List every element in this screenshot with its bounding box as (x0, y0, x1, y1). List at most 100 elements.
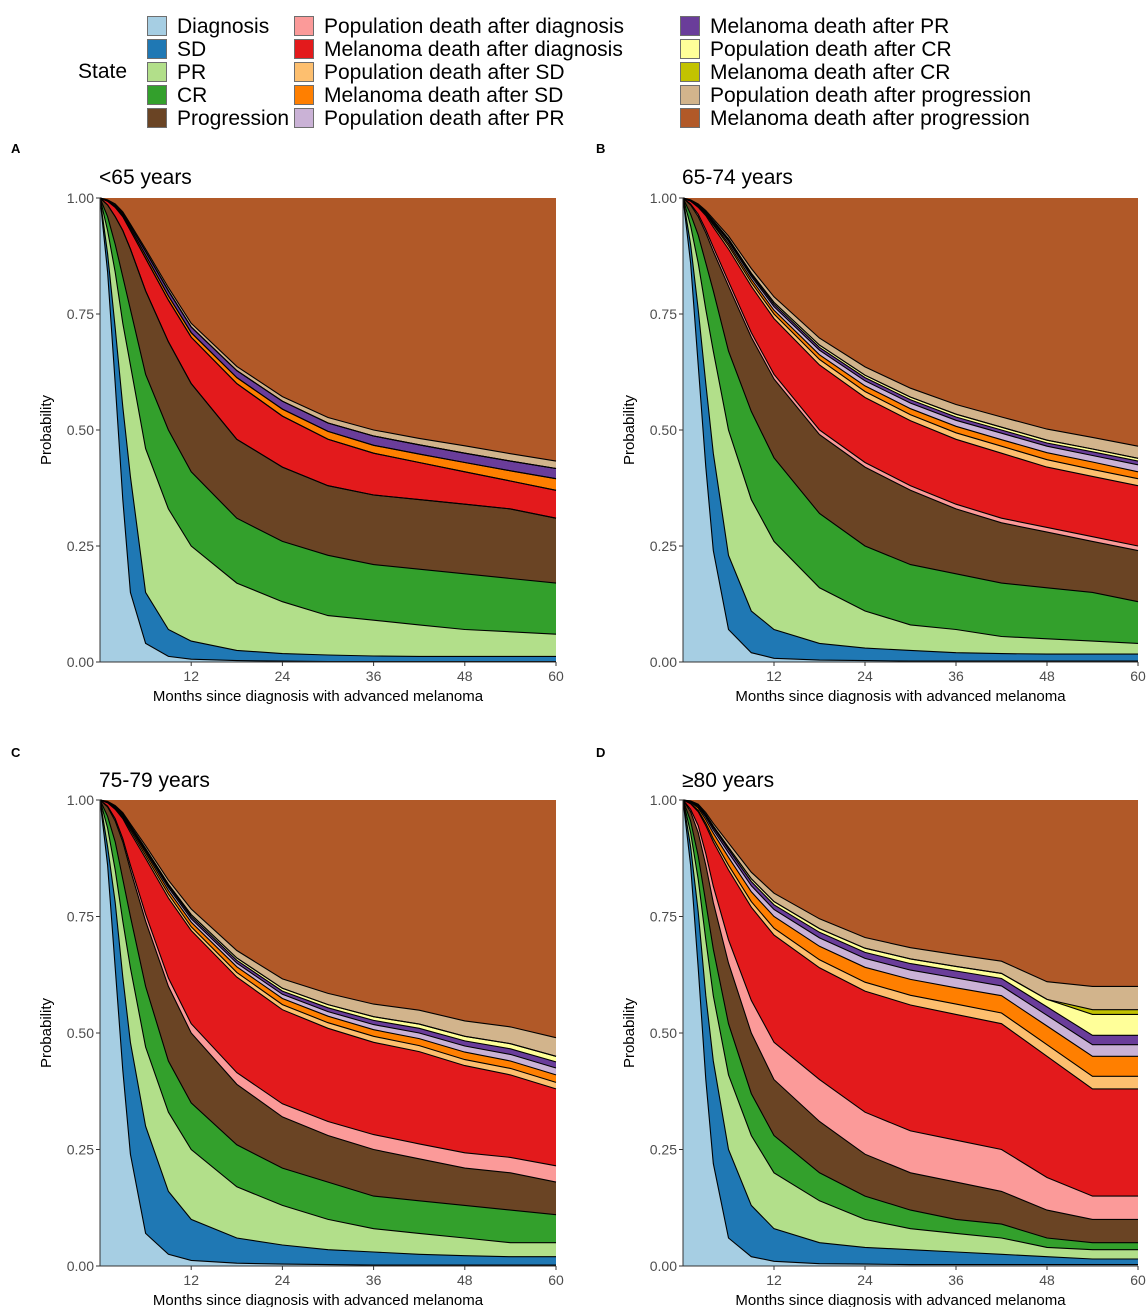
area-4 (100, 800, 556, 1243)
area-6 (683, 800, 1138, 1220)
legend-title: State (78, 60, 128, 83)
boundary-line (682, 799, 1138, 1251)
x-tick-label: 12 (183, 1272, 199, 1288)
boundary-line (99, 197, 556, 657)
y-tick-label: 0.00 (67, 1258, 94, 1274)
x-tick-label: 36 (948, 1272, 964, 1288)
area-7 (683, 800, 1138, 1197)
y-tick-label: 0.75 (650, 909, 677, 925)
boundary-line (99, 799, 557, 1167)
boundary-line (682, 197, 1139, 487)
panel-title-d: ≥80 years (682, 769, 775, 792)
boundary-line (682, 197, 1139, 459)
x-tick-label: 48 (457, 1272, 473, 1288)
boundary-line (99, 799, 557, 1216)
y-axis-title: Probability (38, 997, 55, 1068)
x-tick-label: 60 (1130, 1272, 1146, 1288)
x-tick-label: 60 (1130, 668, 1146, 684)
area-7 (100, 198, 556, 519)
boundary-line (682, 197, 1138, 655)
y-axis-title: Probability (621, 394, 638, 465)
x-tick-label: 12 (183, 668, 199, 684)
x-axis-title: Months since diagnosis with advanced mel… (735, 688, 1066, 705)
y-tick-label: 0.50 (650, 1025, 677, 1041)
boundary-line (99, 799, 557, 1083)
boundary-line (99, 197, 557, 462)
boundary-line (99, 799, 557, 1039)
panel-letter-d: D (596, 745, 606, 760)
y-tick-label: 0.75 (67, 306, 94, 322)
legend-swatch (680, 85, 700, 105)
x-tick-label: 36 (366, 668, 382, 684)
boundary-line (682, 197, 1139, 644)
boundary-line (99, 799, 556, 1244)
legend-swatch (147, 16, 167, 36)
legend-label: Population death after diagnosis (324, 15, 625, 38)
legend-swatch (680, 62, 700, 82)
legend-swatch (147, 62, 167, 82)
boundary-line (682, 799, 1138, 1266)
x-tick-label: 36 (948, 668, 964, 684)
y-axis-title: Probability (38, 394, 55, 465)
boundary-line (682, 799, 1138, 1057)
x-tick-label: 24 (857, 668, 873, 684)
y-tick-label: 0.75 (650, 306, 677, 322)
legend-label: Population death after CR (710, 38, 952, 61)
area-5 (100, 800, 556, 1215)
x-axis-title: Months since diagnosis with advanced mel… (153, 688, 484, 705)
area-7 (683, 198, 1138, 546)
area-15 (683, 198, 1138, 447)
boundary-line (682, 799, 1138, 1220)
legend-swatch (294, 39, 314, 59)
boundary-line (682, 197, 1139, 547)
legend-label: Population death after PR (324, 107, 565, 130)
boundary-line (682, 799, 1138, 1090)
area-4 (683, 198, 1138, 644)
x-tick-label: 12 (766, 1272, 782, 1288)
legend-swatch (680, 39, 700, 59)
x-tick-label: 36 (366, 1272, 382, 1288)
boundary-line (682, 799, 1138, 1260)
legend-label: Melanoma death after progression (710, 107, 1030, 130)
area-7 (100, 800, 556, 1166)
boundary-line (99, 197, 557, 480)
boundary-line (99, 197, 557, 519)
area-14 (683, 800, 1138, 1010)
boundary-line (99, 799, 557, 1090)
x-axis-title: Months since diagnosis with advanced mel… (153, 1292, 484, 1307)
y-tick-label: 0.50 (650, 422, 677, 438)
y-tick-label: 0.50 (67, 1025, 94, 1041)
x-tick-label: 24 (275, 1272, 291, 1288)
legend-swatch (680, 16, 700, 36)
area-2 (100, 198, 556, 662)
x-tick-label: 60 (548, 1272, 564, 1288)
x-tick-label: 12 (766, 668, 782, 684)
area-15 (100, 800, 556, 1038)
y-tick-label: 0.00 (650, 654, 677, 670)
x-tick-label: 48 (1039, 1272, 1055, 1288)
boundary-line (682, 197, 1139, 552)
y-tick-label: 0.25 (67, 1142, 94, 1158)
y-tick-label: 0.25 (67, 538, 94, 554)
x-tick-label: 24 (857, 1272, 873, 1288)
legend-label: CR (177, 84, 208, 107)
x-tick-label: 60 (548, 668, 564, 684)
boundary-line (682, 799, 1138, 1197)
y-tick-label: 0.00 (67, 654, 94, 670)
legend-swatch (680, 108, 700, 128)
area-5 (683, 198, 1138, 602)
legend-swatch (147, 39, 167, 59)
panel-title-a: <65 years (99, 166, 192, 189)
legend-swatch (294, 62, 314, 82)
y-tick-label: 0.25 (650, 1142, 677, 1158)
legend-label: Melanoma death after CR (710, 61, 951, 84)
area-15 (100, 198, 556, 462)
legend-label: PR (177, 61, 207, 84)
area-2 (683, 800, 1138, 1265)
x-tick-label: 24 (275, 668, 291, 684)
boundary-line (682, 197, 1139, 603)
area-14 (100, 800, 556, 1057)
